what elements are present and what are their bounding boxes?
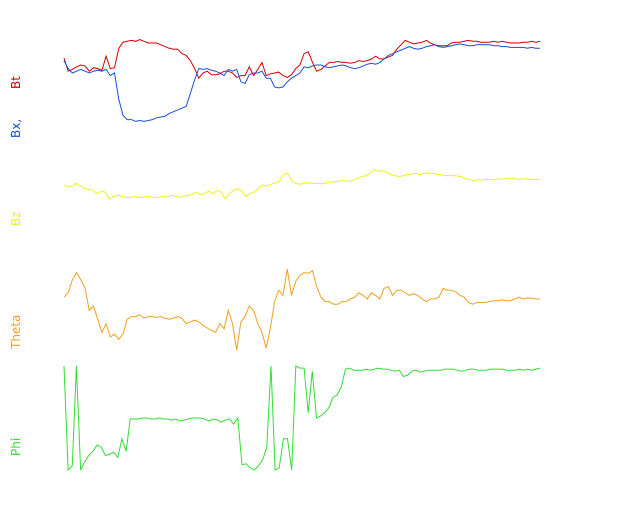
label-bt: Bt [9, 76, 23, 89]
label-phi: Phi [9, 437, 23, 456]
series-line-bz [63, 168, 541, 200]
series-line-phi [63, 365, 541, 472]
series-line-bt [63, 38, 541, 80]
label-bx: Bx, [9, 118, 23, 138]
series-line-bx [63, 43, 540, 122]
series-line-theta [63, 268, 540, 351]
label-theta: Theta [9, 314, 23, 349]
label-bz: Bz [9, 211, 23, 226]
